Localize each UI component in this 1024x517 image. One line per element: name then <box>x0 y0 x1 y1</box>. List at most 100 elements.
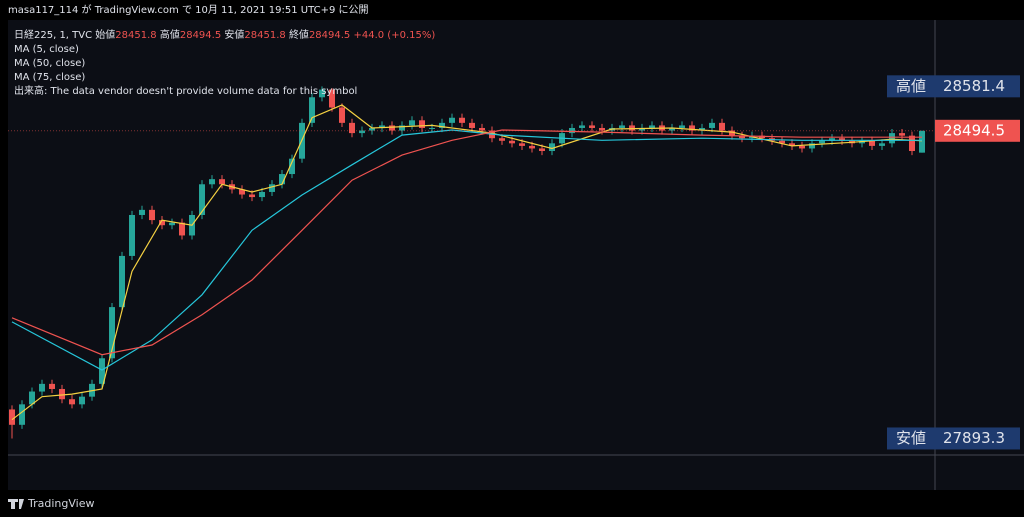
candle-body <box>69 399 75 405</box>
candle-body <box>819 140 825 144</box>
low-label: 安値 <box>896 429 926 447</box>
candle-body <box>479 127 485 131</box>
candle-body <box>809 143 815 149</box>
ohlc-value: 28494.5 <box>309 30 350 41</box>
candle-body <box>729 130 735 136</box>
candle-body <box>549 143 555 152</box>
legend-entry: MA (50, close) <box>14 58 85 69</box>
candle-body <box>329 89 335 108</box>
candle-body <box>919 130 925 153</box>
candle-body <box>829 138 835 141</box>
candle-body <box>899 133 905 136</box>
candle-body <box>419 120 425 128</box>
candle-body <box>879 143 885 146</box>
symbol: 日経225, 1, TVC <box>14 28 92 41</box>
candle-body <box>579 125 585 128</box>
candle-body <box>739 135 745 139</box>
candle-body <box>619 125 625 128</box>
candle-body <box>499 138 505 141</box>
ohlc-label: 安値 <box>224 28 244 41</box>
symbol-line: 日経225, 1, TVC 始値28451.8 高値28494.5 安値2845… <box>14 28 435 41</box>
candle-body <box>679 125 685 128</box>
candle-body <box>519 143 525 146</box>
legend-entry: MA (75, close) <box>14 72 85 83</box>
logo-icon <box>8 499 24 509</box>
candle-body <box>49 383 55 389</box>
high-label: 高値 <box>896 77 926 95</box>
candle-body <box>179 222 185 236</box>
candle-body <box>19 404 25 425</box>
price-label-box <box>935 427 1020 450</box>
ohlc-label: 高値 <box>160 28 180 41</box>
candle-body <box>199 184 205 215</box>
ohlc-value: 28451.8 <box>115 30 156 41</box>
candle-body <box>139 209 145 215</box>
candle-body <box>469 122 475 128</box>
candle-body <box>269 184 275 192</box>
candle-body <box>369 127 375 131</box>
candle-body <box>439 122 445 128</box>
candle-body <box>159 220 165 226</box>
ohlc-value: 28451.8 <box>244 30 285 41</box>
credit: masa117_114 が TradingView.com で 10月 11, … <box>8 3 369 16</box>
candle-body <box>529 145 535 149</box>
candle-body <box>349 122 355 134</box>
candle-body <box>259 191 265 198</box>
candle-body <box>799 145 805 149</box>
ohlc-value: 28494.5 <box>180 30 221 41</box>
candle-body <box>359 130 365 134</box>
candle-body <box>39 383 45 392</box>
candle-body <box>889 133 895 144</box>
legend: 日経225, 1, TVC 始値28451.8 高値28494.5 安値2845… <box>14 28 435 97</box>
candle-body <box>169 222 175 226</box>
candle-body <box>59 388 65 400</box>
last-price: 28494.5 <box>943 121 1005 139</box>
candle-body <box>99 358 105 384</box>
candle-body <box>509 140 515 144</box>
candle-body <box>79 396 85 405</box>
candle-body <box>449 117 455 123</box>
last-price-box <box>935 119 1020 142</box>
candle-body <box>459 117 465 123</box>
candle-body <box>319 89 325 98</box>
candle-body <box>389 125 395 131</box>
candle-body <box>399 125 405 131</box>
candle-body <box>789 143 795 146</box>
candle-body <box>719 122 725 131</box>
candle-body <box>909 135 915 152</box>
candle-body <box>279 174 285 185</box>
chart-panel <box>8 20 1024 490</box>
candle-body <box>129 214 135 256</box>
volume-note: 出来高: The data vendor doesn't provide vol… <box>14 84 357 97</box>
candle-body <box>429 127 435 129</box>
candle-body <box>589 125 595 128</box>
candle-body <box>689 125 695 131</box>
candle-body <box>599 127 605 131</box>
candle-body <box>779 140 785 144</box>
ma-line <box>11 129 922 356</box>
ma-line <box>11 129 922 371</box>
candle-body <box>869 140 875 146</box>
candle-body <box>109 307 115 359</box>
price-label-box <box>935 75 1020 98</box>
candle-body <box>219 179 225 185</box>
candle-body <box>409 120 415 126</box>
candle-body <box>669 127 675 131</box>
candle-body <box>309 97 315 123</box>
candle-body <box>709 122 715 128</box>
change: +44.0 (+0.15%) <box>353 30 435 41</box>
legend-entry: MA (5, close) <box>14 44 79 55</box>
price-label-box <box>887 75 935 98</box>
price-axis: 高値 28581.4 安値 27893.3 28494.5 <box>8 75 1020 450</box>
high-value: 28581.4 <box>943 77 1005 95</box>
ohlc-label: 始値 <box>95 28 115 41</box>
candle-body <box>289 158 295 175</box>
ohlc-label: 終値 <box>289 28 309 41</box>
candle-body <box>649 125 655 128</box>
candle-body <box>839 138 845 141</box>
candle-body <box>149 209 155 221</box>
candle-body <box>209 179 215 185</box>
candle-body <box>629 125 635 131</box>
logo: TradingView <box>27 497 94 510</box>
